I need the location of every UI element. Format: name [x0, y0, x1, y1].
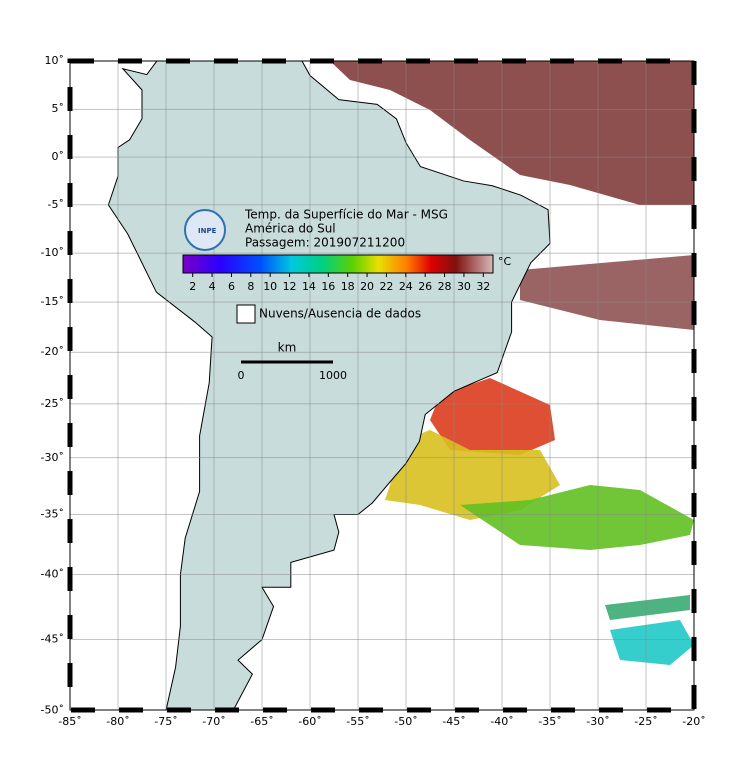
sst-yellow: [385, 430, 560, 520]
colorbar: [182, 254, 494, 274]
lon-tick-label: -65˚: [250, 715, 273, 728]
sst-north2: [520, 255, 694, 330]
scale-unit: km: [278, 341, 297, 355]
colorbar-tick-label: 4: [209, 280, 216, 293]
lon-tick-label: -85˚: [58, 715, 81, 728]
lat-tick-label: -5˚: [48, 198, 64, 211]
lat-tick-label: -35˚: [41, 507, 64, 520]
cloud-label: Nuvens/Ausencia de dados: [259, 307, 421, 321]
lat-tick-label: -25˚: [41, 397, 64, 410]
lat-tick-label: -50˚: [41, 703, 64, 716]
logo: [184, 209, 226, 251]
sst-teal: [605, 595, 690, 620]
lon-tick-label: -45˚: [442, 715, 465, 728]
lat-tick-label: -20˚: [41, 345, 64, 358]
scale-label: 0: [238, 369, 245, 382]
lat-tick-label: 5˚: [52, 102, 65, 115]
frame-line: [69, 60, 695, 711]
colorbar-tick-label: 8: [247, 280, 254, 293]
colorbar-tick-label: 24: [399, 280, 413, 293]
lon-tick-label: -30˚: [586, 715, 609, 728]
lat-tick-label: -10˚: [41, 246, 64, 259]
colorbar-tick-label: 32: [476, 280, 490, 293]
colorbar-tick-label: 28: [438, 280, 452, 293]
lat-tick-label: -15˚: [41, 295, 64, 308]
colorbar-tick-label: 12: [283, 280, 297, 293]
lon-tick-label: -20˚: [682, 715, 705, 728]
logo-text: INPE: [198, 227, 217, 235]
lat-tick-label: -40˚: [41, 568, 64, 581]
legend: INPE Temp. da Superfície do Mar - MSG Am…: [182, 208, 512, 382]
lon-tick-label: -80˚: [106, 715, 129, 728]
scale-label: 1000: [319, 369, 347, 382]
lat-tick-label: 10˚: [45, 54, 65, 67]
lon-tick-label: -40˚: [490, 715, 513, 728]
colorbar-tick-label: 18: [341, 280, 355, 293]
lon-tick-label: -70˚: [202, 715, 225, 728]
lon-tick-label: -50˚: [394, 715, 417, 728]
colorbar-tick-label: 30: [457, 280, 471, 293]
legend-title: Passagem: 201907211200: [245, 236, 405, 250]
colorbar-tick-label: 16: [321, 280, 335, 293]
sst-green: [460, 485, 694, 550]
colorbar-unit: °C: [498, 255, 512, 268]
lat-tick-label: -30˚: [41, 451, 64, 464]
sst-red: [430, 378, 555, 455]
colorbar-tick-label: 20: [360, 280, 374, 293]
cloud-swatch: [236, 304, 256, 324]
colorbar-tick-label: 14: [302, 280, 316, 293]
legend-title: América do Sul: [245, 222, 336, 236]
lon-tick-label: -60˚: [298, 715, 321, 728]
lon-tick-label: -35˚: [538, 715, 561, 728]
lon-tick-label: -25˚: [634, 715, 657, 728]
lon-tick-label: -75˚: [154, 715, 177, 728]
colorbar-tick-label: 6: [228, 280, 235, 293]
colorbar-tick-label: 22: [379, 280, 393, 293]
sst-north: [330, 61, 694, 205]
colorbar-tick-label: 10: [263, 280, 277, 293]
colorbar-tick-label: 2: [189, 280, 196, 293]
lon-tick-label: -55˚: [346, 715, 369, 728]
legend-title: Temp. da Superfície do Mar - MSG: [244, 208, 448, 222]
colorbar-tick-label: 26: [418, 280, 432, 293]
map-area: [70, 61, 694, 710]
lat-tick-label: -45˚: [41, 633, 64, 646]
sst-cyan: [610, 620, 694, 665]
lat-tick-label: 0˚: [52, 150, 65, 163]
